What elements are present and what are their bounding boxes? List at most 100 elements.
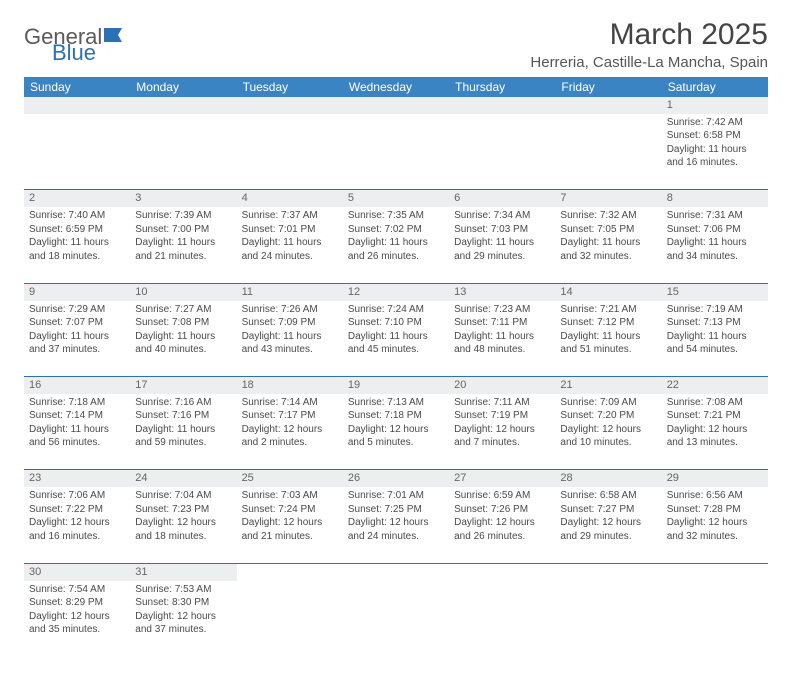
day-content-cell: Sunrise: 7:13 AMSunset: 7:18 PMDaylight:… [343,394,449,470]
sunrise-text: Sunrise: 7:54 AM [29,583,125,597]
daylight-text-2: and 10 minutes. [560,436,656,450]
sunset-text: Sunset: 7:17 PM [242,409,338,423]
day-content-cell: Sunrise: 7:53 AMSunset: 8:30 PMDaylight:… [130,581,236,657]
day-content-cell [555,581,661,657]
day-content-cell: Sunrise: 7:27 AMSunset: 7:08 PMDaylight:… [130,301,236,377]
sunset-text: Sunset: 7:24 PM [242,503,338,517]
sunset-text: Sunset: 6:58 PM [667,129,763,143]
day-number-cell: 15 [662,283,768,300]
day-number-cell: 18 [237,377,343,394]
daylight-text-2: and 48 minutes. [454,343,550,357]
daylight-text-2: and 21 minutes. [135,250,231,264]
sunrise-text: Sunrise: 7:29 AM [29,303,125,317]
content-row: Sunrise: 7:06 AMSunset: 7:22 PMDaylight:… [24,487,768,563]
day-content-cell: Sunrise: 7:26 AMSunset: 7:09 PMDaylight:… [237,301,343,377]
sunset-text: Sunset: 7:08 PM [135,316,231,330]
sunrise-text: Sunrise: 7:24 AM [348,303,444,317]
day-header: Monday [130,77,236,97]
daylight-text-1: Daylight: 11 hours [29,423,125,437]
daylight-text-2: and 43 minutes. [242,343,338,357]
daylight-text-1: Daylight: 11 hours [135,236,231,250]
day-number-cell: 2 [24,190,130,207]
sunset-text: Sunset: 7:28 PM [667,503,763,517]
day-content-cell: Sunrise: 7:23 AMSunset: 7:11 PMDaylight:… [449,301,555,377]
daylight-text-1: Daylight: 11 hours [135,330,231,344]
sunset-text: Sunset: 7:05 PM [560,223,656,237]
daylight-text-1: Daylight: 11 hours [454,236,550,250]
day-content-cell: Sunrise: 7:04 AMSunset: 7:23 PMDaylight:… [130,487,236,563]
sunrise-text: Sunrise: 6:59 AM [454,489,550,503]
daylight-text-1: Daylight: 11 hours [560,330,656,344]
sunset-text: Sunset: 6:59 PM [29,223,125,237]
day-number-cell [237,563,343,580]
sunset-text: Sunset: 8:29 PM [29,596,125,610]
sunrise-text: Sunrise: 7:03 AM [242,489,338,503]
daylight-text-1: Daylight: 12 hours [560,516,656,530]
day-number-cell [555,563,661,580]
day-content-cell: Sunrise: 7:18 AMSunset: 7:14 PMDaylight:… [24,394,130,470]
day-number-cell: 16 [24,377,130,394]
sunrise-text: Sunrise: 7:26 AM [242,303,338,317]
daylight-text-2: and 16 minutes. [29,530,125,544]
sunrise-text: Sunrise: 7:04 AM [135,489,231,503]
page-title: March 2025 [530,18,768,52]
day-number-cell: 4 [237,190,343,207]
day-number-cell: 13 [449,283,555,300]
day-number-cell [237,97,343,114]
calendar-header-row: SundayMondayTuesdayWednesdayThursdayFrid… [24,77,768,97]
day-content-cell [662,581,768,657]
sunset-text: Sunset: 7:20 PM [560,409,656,423]
daylight-text-2: and 18 minutes. [135,530,231,544]
calendar-table: SundayMondayTuesdayWednesdayThursdayFrid… [24,77,768,657]
daylight-text-2: and 34 minutes. [667,250,763,264]
day-number-cell: 5 [343,190,449,207]
day-number-cell: 21 [555,377,661,394]
daylight-text-2: and 2 minutes. [242,436,338,450]
day-content-cell: Sunrise: 7:31 AMSunset: 7:06 PMDaylight:… [662,207,768,283]
day-number-cell: 26 [343,470,449,487]
daylight-text-2: and 32 minutes. [667,530,763,544]
sunrise-text: Sunrise: 7:40 AM [29,209,125,223]
sunrise-text: Sunrise: 7:09 AM [560,396,656,410]
day-number-cell: 24 [130,470,236,487]
content-row: Sunrise: 7:42 AMSunset: 6:58 PMDaylight:… [24,114,768,190]
daynum-row: 3031 [24,563,768,580]
logo-flag-icon [104,24,130,50]
sunrise-text: Sunrise: 7:01 AM [348,489,444,503]
daylight-text-1: Daylight: 12 hours [667,423,763,437]
sunset-text: Sunset: 7:03 PM [454,223,550,237]
day-number-cell: 28 [555,470,661,487]
day-number-cell [449,97,555,114]
sunset-text: Sunset: 7:00 PM [135,223,231,237]
daylight-text-2: and 29 minutes. [454,250,550,264]
day-content-cell [343,581,449,657]
day-number-cell: 23 [24,470,130,487]
day-number-cell [343,97,449,114]
daylight-text-2: and 32 minutes. [560,250,656,264]
day-header: Tuesday [237,77,343,97]
content-row: Sunrise: 7:40 AMSunset: 6:59 PM Daylight:… [24,207,768,283]
day-content-cell: Sunrise: 7:35 AMSunset: 7:02 PMDaylight:… [343,207,449,283]
sunset-text: Sunset: 7:02 PM [348,223,444,237]
day-content-cell [555,114,661,190]
sunrise-text: Sunrise: 7:37 AM [242,209,338,223]
daynum-row: 16171819202122 [24,377,768,394]
sunset-text: Sunset: 7:23 PM [135,503,231,517]
sunset-text: Sunset: 7:11 PM [454,316,550,330]
day-number-cell: 22 [662,377,768,394]
day-number-cell [555,97,661,114]
daylight-text-1: Daylight: 11 hours [242,236,338,250]
sunset-text: Sunset: 7:12 PM [560,316,656,330]
daylight-text-1: Daylight: 12 hours [560,423,656,437]
daylight-text-1: Daylight: 12 hours [454,516,550,530]
day-number-cell: 19 [343,377,449,394]
day-number-cell [24,97,130,114]
daylight-text-2: and 5 minutes. [348,436,444,450]
daylight-text-1: Daylight: 12 hours [29,516,125,530]
day-number-cell [343,563,449,580]
day-content-cell [449,114,555,190]
day-content-cell [130,114,236,190]
daylight-text-2: and 18 minutes. [29,250,125,264]
daylight-text-1: Daylight: 11 hours [667,330,763,344]
sunrise-text: Sunrise: 7:31 AM [667,209,763,223]
